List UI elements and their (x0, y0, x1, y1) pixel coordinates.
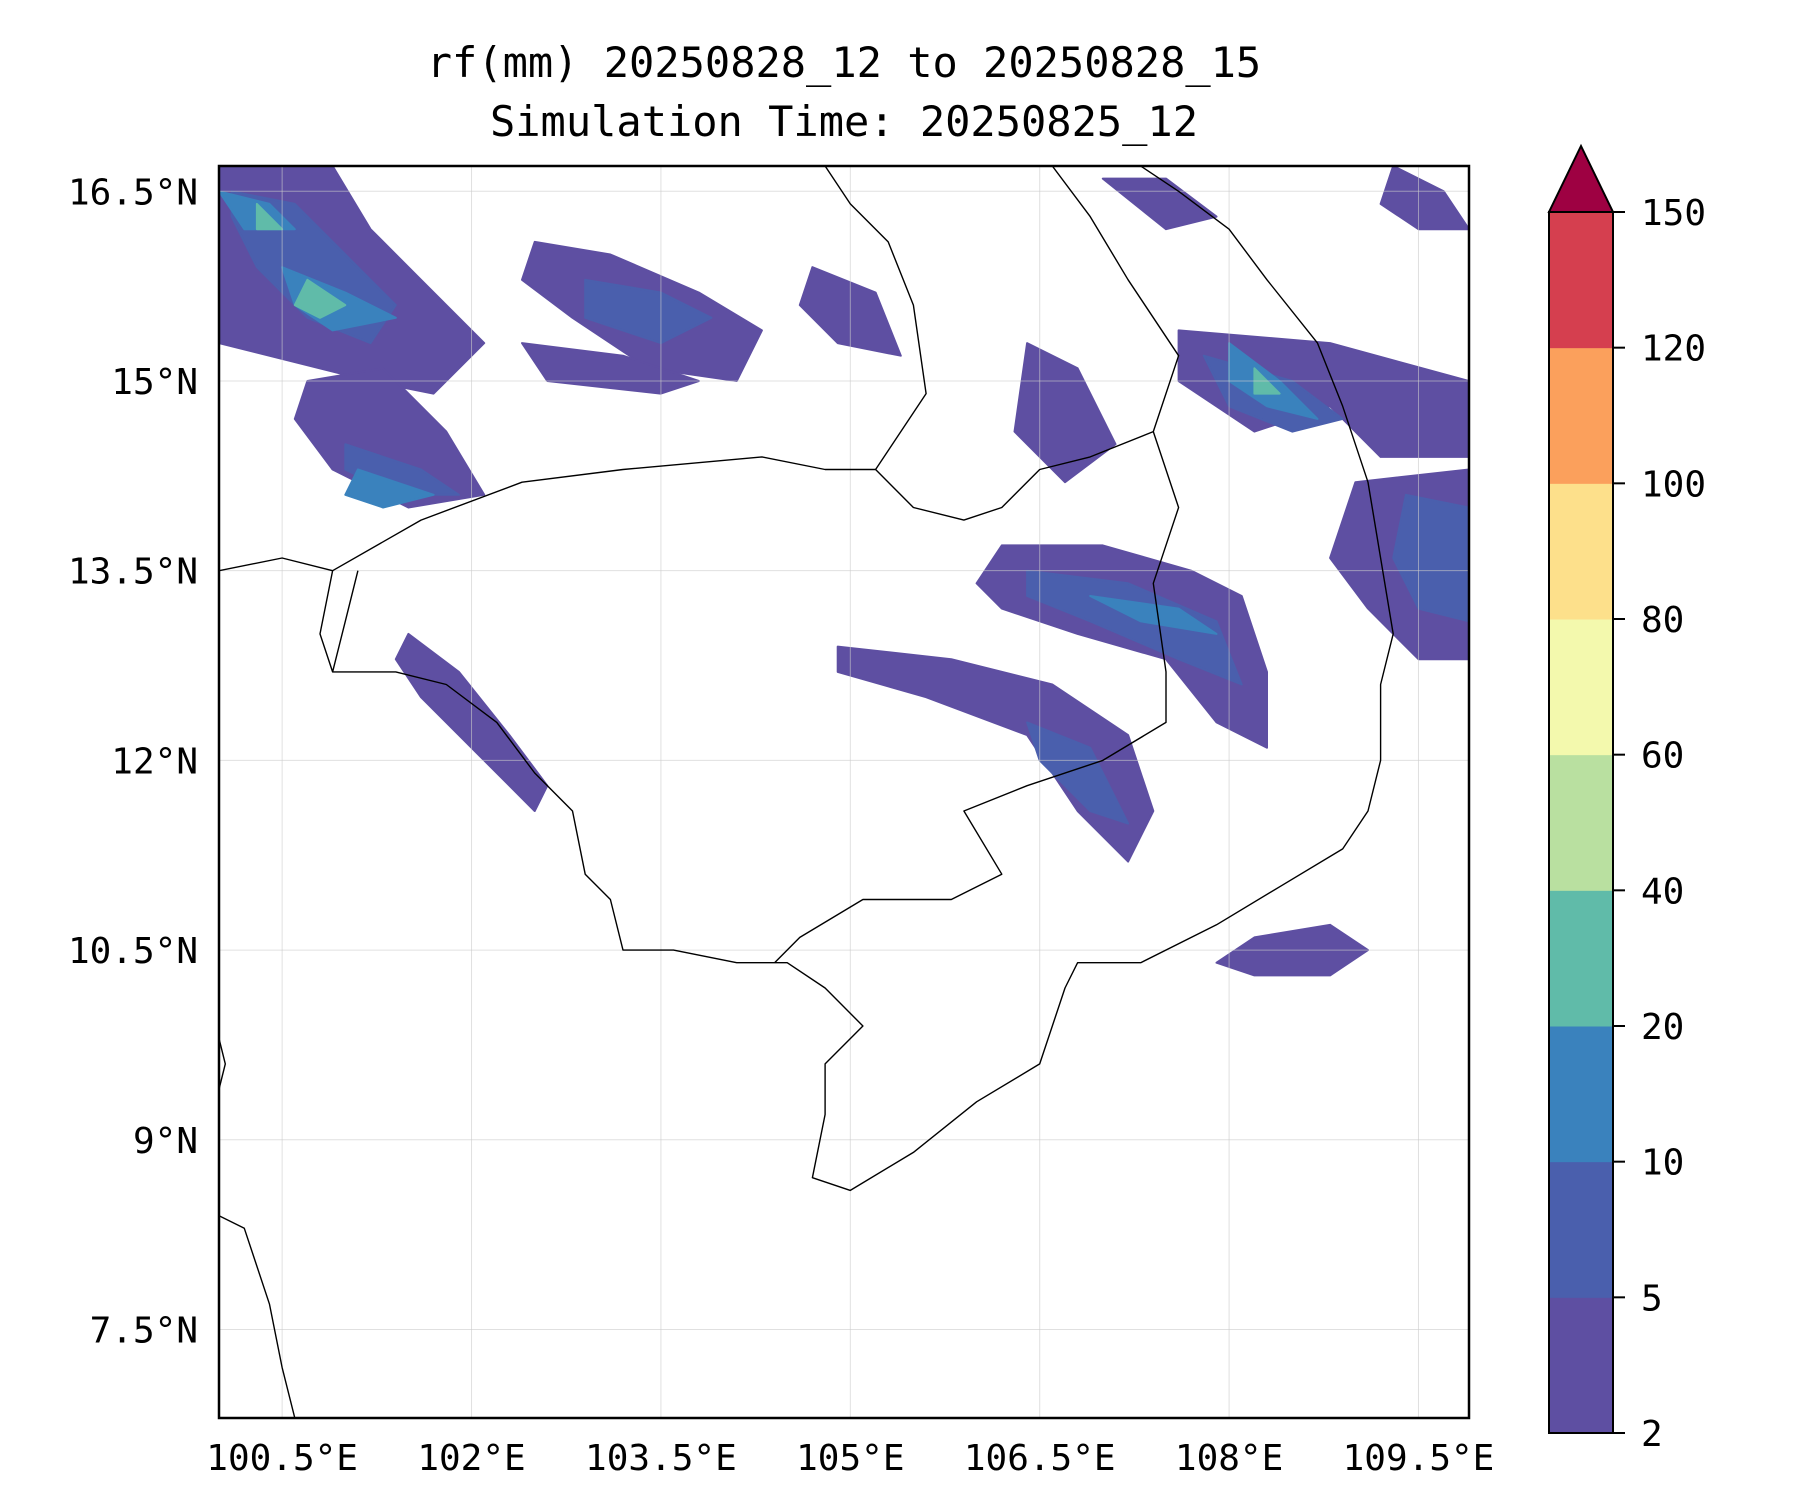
country-border (824, 166, 927, 470)
longitude-tick-label: 100.5°E (206, 1438, 358, 1479)
rain-area-level-1 (1101, 177, 1218, 231)
latitude-tick-label: 12°N (111, 741, 198, 782)
colorbar-segment (1549, 1161, 1613, 1298)
colorbar-frame (1548, 211, 1614, 1434)
longitude-tick-label: 106.5°E (964, 1438, 1116, 1479)
latitude-tick-label: 15°N (111, 362, 198, 403)
rain-area-level-4 (293, 278, 347, 319)
latitude-tick-label: 13.5°N (68, 552, 198, 593)
rain-area-level-3 (344, 468, 435, 509)
colorbar-tick-label: 20 (1641, 1007, 1684, 1048)
map-title-line1: rf(mm) 20250828_12 to 20250828_15 (426, 38, 1262, 87)
longitude-tick-label: 109.5°E (1343, 1438, 1495, 1479)
rain-area-level-2 (1026, 721, 1130, 825)
colorbar-segment (1549, 347, 1613, 484)
rain-area-level-2 (1392, 493, 1469, 623)
colorbar-segment (1549, 619, 1613, 756)
rain-area-level-1 (1013, 342, 1117, 484)
longitude-tick-label: 105°E (796, 1438, 904, 1479)
rain-area-level-1 (293, 367, 486, 509)
colorbar-tick-label: 40 (1641, 871, 1684, 912)
colorbar-tick-label: 10 (1641, 1143, 1684, 1184)
colorbar-extend-arrow (1547, 143, 1615, 213)
country-border (1051, 166, 1180, 432)
longitude-tick-label: 102°E (417, 1438, 525, 1479)
coastline (219, 166, 1394, 1192)
colorbar-tick-label: 5 (1641, 1278, 1663, 1319)
country-border-layer (331, 166, 1180, 964)
colorbar-tick-label: 60 (1641, 736, 1684, 777)
colorbar-segment (1549, 1297, 1613, 1434)
coastline (219, 1215, 296, 1418)
colorbar-segment (1549, 1026, 1613, 1163)
latitude-tick-label: 9°N (133, 1121, 198, 1162)
map-frame (217, 164, 1471, 1420)
coastline (219, 1038, 226, 1090)
longitude-axis: 100.5°E 102°E 103.5°E 105°E 106.5°E 108°E 109.… (206, 1438, 1494, 1479)
latitude-tick-label: 7.5°N (90, 1310, 198, 1351)
colorbar-tick-label: 150 (1641, 193, 1706, 234)
latitude-tick-label: 10.5°N (68, 931, 198, 972)
rain-area-level-3 (1089, 595, 1218, 635)
rain-area-level-2 (584, 278, 713, 345)
rain-area-level-4 (255, 202, 284, 231)
rain-area-level-2 (1026, 569, 1243, 686)
latitude-tick-label: 16.5°N (68, 172, 198, 213)
colorbar-segment (1549, 754, 1613, 891)
country-border (331, 570, 359, 673)
colorbar-tick-label: 100 (1641, 464, 1706, 505)
colorbar-segment (1549, 890, 1613, 1027)
map-gridlines (219, 166, 1469, 1418)
map-title-line2: Simulation Time: 20250825_12 (489, 97, 1198, 146)
colorbar: 2 5 10 20 40 60 80 100 120 150 (1547, 143, 1706, 1455)
coastline-layer (219, 166, 1394, 1418)
longitude-tick-label: 103.5°E (585, 1438, 737, 1479)
colorbar-tick-label: 120 (1641, 329, 1706, 370)
colorbar-tick-label: 2 (1641, 1414, 1663, 1455)
rain-area-level-1 (836, 645, 1155, 863)
rain-area-level-1 (1379, 166, 1469, 231)
colorbar-tick-label: 80 (1641, 600, 1684, 641)
colorbar-segment (1549, 483, 1613, 620)
longitude-tick-label: 108°E (1175, 1438, 1283, 1479)
latitude-axis: 16.5°N 15°N 13.5°N 12°N 10.5°N 9°N 7.5°N (68, 172, 198, 1351)
colorbar-segment (1549, 212, 1613, 349)
